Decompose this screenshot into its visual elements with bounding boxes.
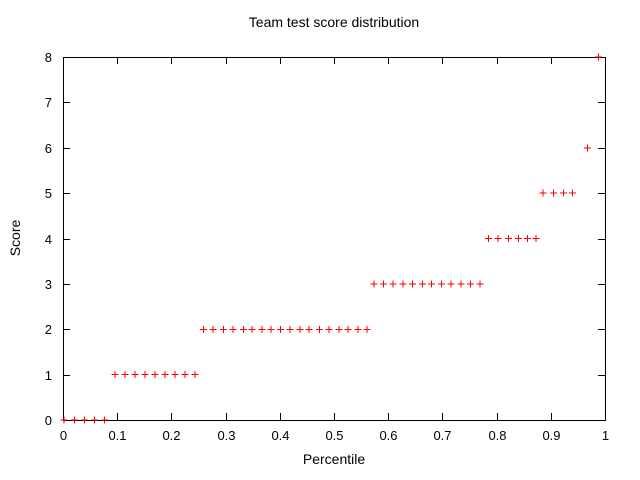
x-tick-label: 0.1 [108, 428, 126, 443]
x-tick-label: 0.2 [162, 428, 180, 443]
x-tick-label: 0.6 [379, 428, 397, 443]
data-point-markers [60, 53, 602, 424]
y-tick-label: 3 [45, 277, 52, 292]
x-tick-label: 0.4 [271, 428, 289, 443]
y-tick-label: 2 [45, 322, 52, 337]
x-tick-label: 0.8 [488, 428, 506, 443]
y-tick-label: 6 [45, 141, 52, 156]
x-tick-label: 0.7 [433, 428, 451, 443]
y-tick-label: 5 [45, 186, 52, 201]
x-tick-label: 0.3 [217, 428, 235, 443]
y-axis-label: Score [7, 219, 23, 257]
x-tick-label: 0.9 [542, 428, 560, 443]
y-tick-label: 4 [45, 232, 52, 247]
x-tick-label: 0.5 [325, 428, 343, 443]
y-tick-label: 1 [45, 368, 52, 383]
y-tick-label: 0 [45, 413, 52, 428]
x-axis-label: Percentile [302, 451, 366, 467]
x-tick-label: 0 [60, 428, 67, 443]
y-tick-label: 7 [45, 95, 52, 110]
chart-title: Team test score distribution [248, 14, 420, 30]
x-tick-label: 1 [602, 428, 609, 443]
y-tick-label: 8 [45, 50, 52, 65]
